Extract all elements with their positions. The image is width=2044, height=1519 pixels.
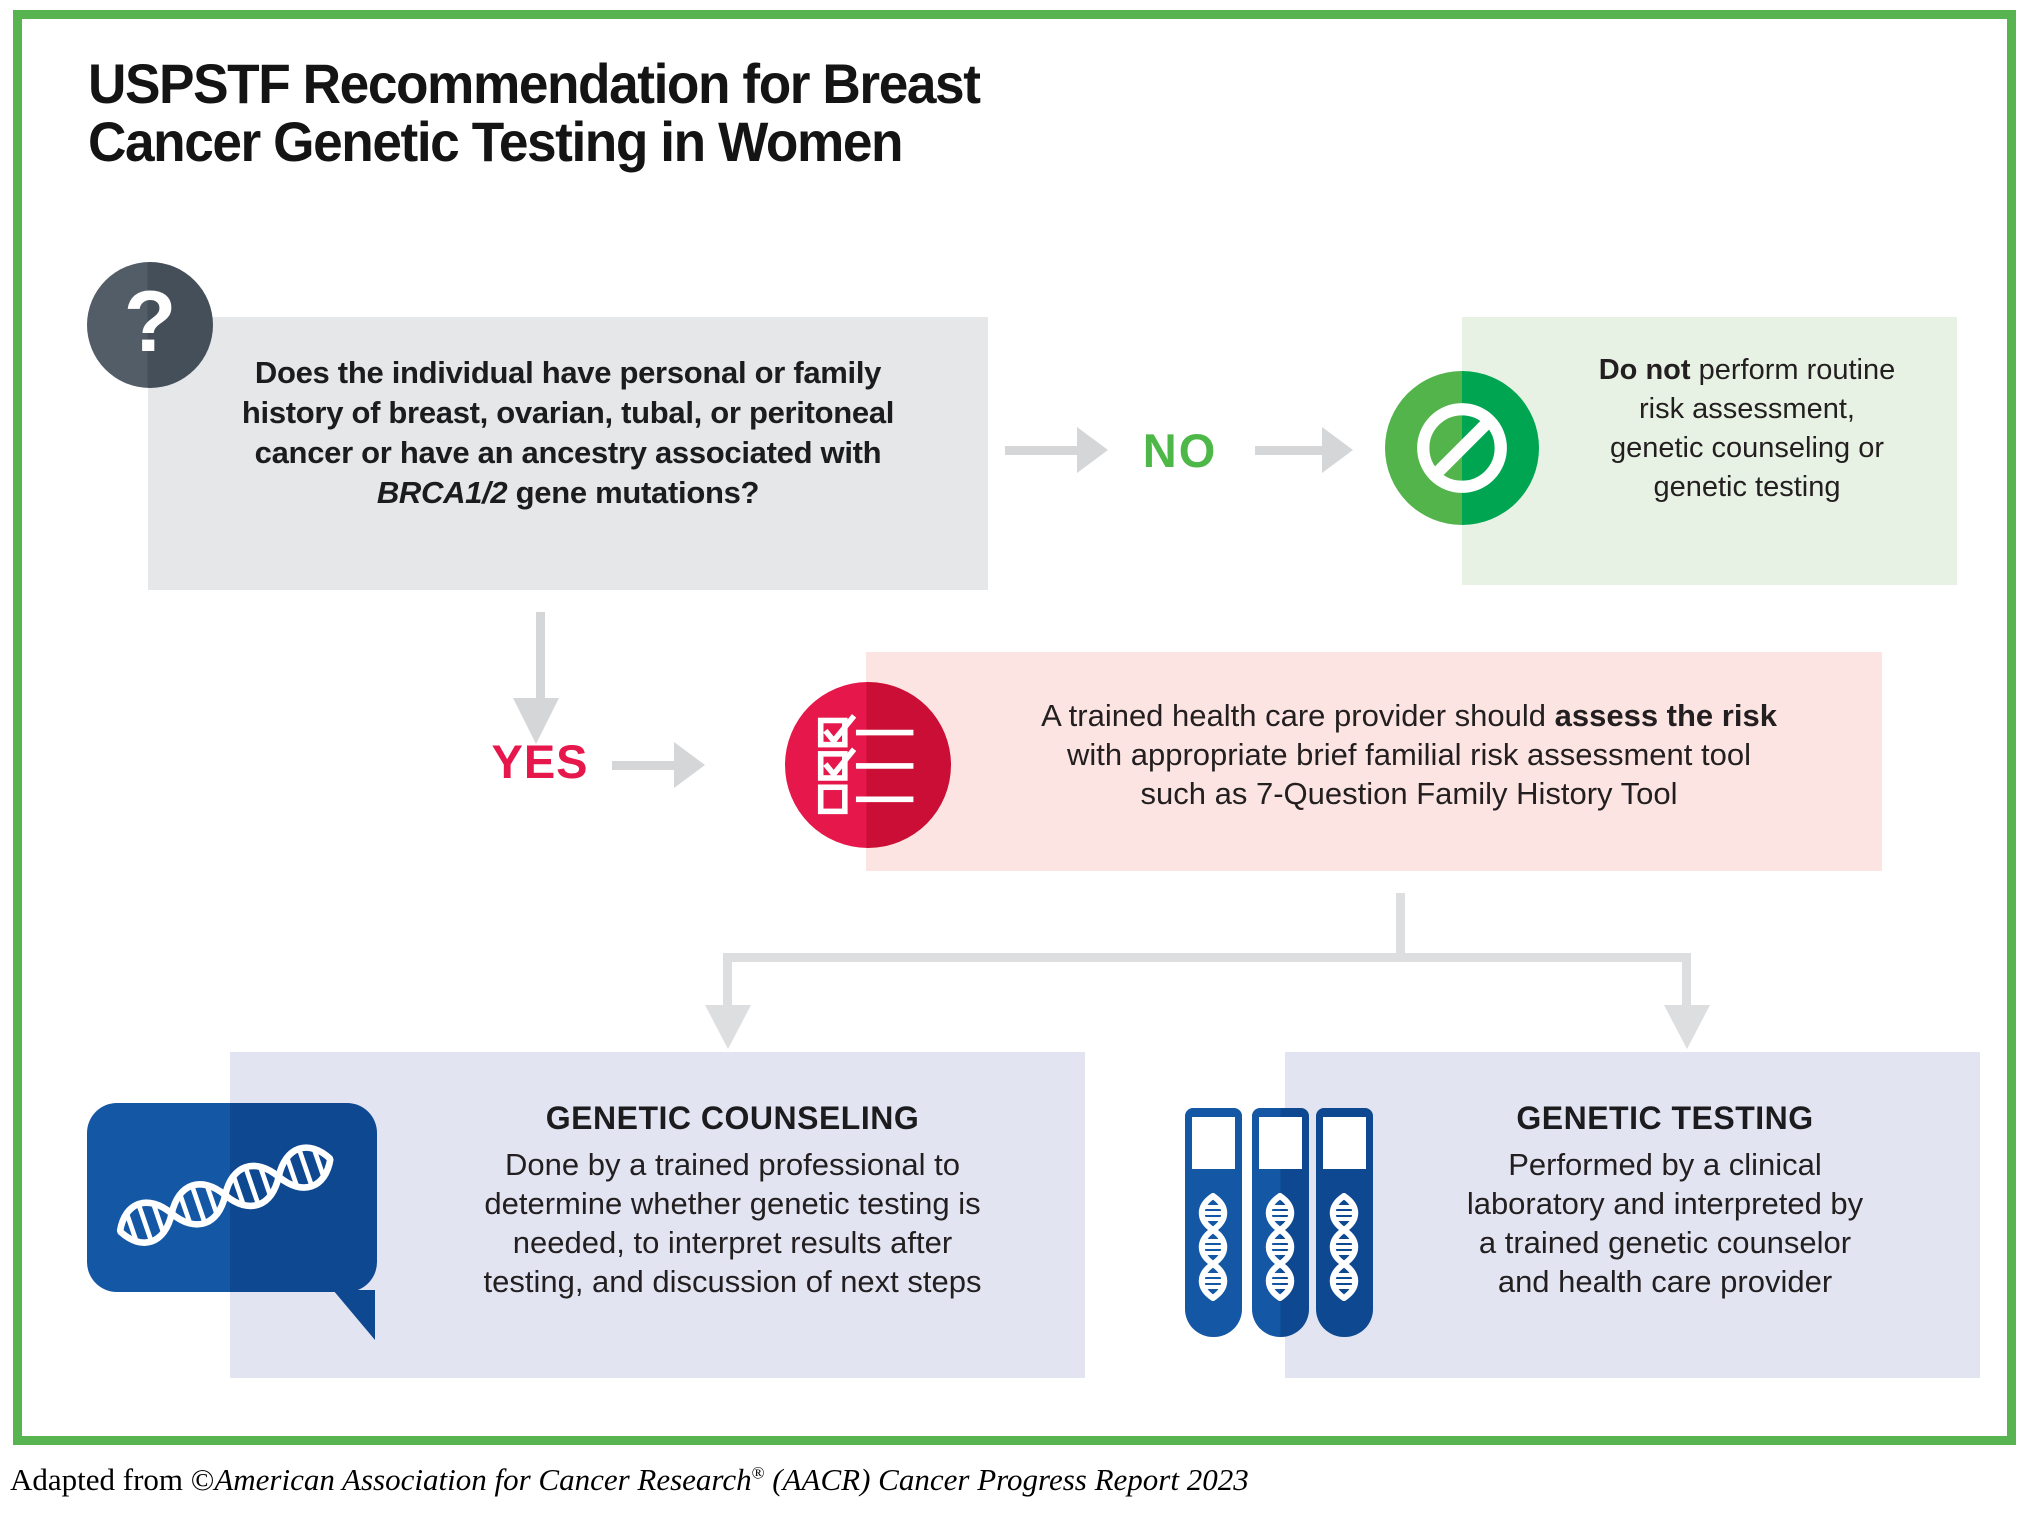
arrow-question-to-yes-head <box>513 698 559 744</box>
body-line: Performed by a clinical <box>1508 1147 1822 1182</box>
title-line-1: USPSTF Recommendation for Breast <box>88 52 981 115</box>
yes-label: YES <box>491 735 589 788</box>
question-box: Does the individual have personal or fam… <box>148 317 988 590</box>
arrow-no-to-result-head <box>1322 427 1353 473</box>
connector-right-drop <box>1682 962 1691 1007</box>
prohibition-glyph <box>1417 403 1507 493</box>
tube-dna-glyph <box>1327 1184 1361 1329</box>
no-result-text: Do not perform routine risk assessment, … <box>1547 351 1947 507</box>
attribution-prefix: Adapted from © <box>10 1462 215 1497</box>
tube-dna-glyph <box>1196 1184 1230 1329</box>
attribution-report: (AACR) Cancer Progress Report 2023 <box>764 1462 1249 1497</box>
connector-left-arrowhead <box>705 1005 751 1049</box>
tube-label <box>1259 1117 1302 1169</box>
connector-horizontal <box>723 953 1691 962</box>
arrow-yes-to-assess <box>612 761 674 770</box>
attribution-org: American Association for Cancer Research <box>214 1462 752 1497</box>
genetic-testing-heading: GENETIC TESTING <box>1516 1100 1814 1136</box>
dna-helix-glyph <box>107 1127 346 1268</box>
genetic-counseling-body: Done by a trained professional to determ… <box>380 1145 1085 1301</box>
connector-left-drop <box>723 962 732 1007</box>
body-line: a trained genetic counselor <box>1478 1225 1852 1260</box>
result-line: genetic testing <box>1653 471 1841 503</box>
checklist-glyph <box>817 714 914 815</box>
connector-stem <box>1396 893 1405 962</box>
question-text: Does the individual have personal or fam… <box>148 353 988 513</box>
do-not-bold: Do not <box>1598 354 1691 386</box>
dna-test-tube-icon <box>1252 1108 1309 1337</box>
result-line: risk assessment, <box>1639 393 1855 425</box>
assessment-line: such as 7-Question Family History Tool <box>1140 776 1678 811</box>
question-line: BRCA1/2 gene mutations? <box>376 475 760 510</box>
dna-test-tube-icon <box>1185 1108 1242 1337</box>
tube-dna-glyph <box>1263 1184 1297 1329</box>
arrow-question-to-no-head <box>1077 427 1108 473</box>
registered-mark: ® <box>751 1463 765 1483</box>
page-title: USPSTF Recommendation for Breast Cancer … <box>88 52 981 173</box>
connector-right-arrowhead <box>1664 1005 1710 1049</box>
assessment-box: A trained health care provider should as… <box>866 652 1882 871</box>
genetic-testing-body: Performed by a clinical laboratory and i… <box>1360 1145 1970 1301</box>
arrow-no-to-result <box>1255 446 1322 455</box>
no-symbol-icon <box>1385 371 1539 525</box>
arrow-question-to-yes <box>536 612 545 700</box>
question-line: history of breast, ovarian, tubal, or pe… <box>241 395 895 430</box>
result-line: Do not perform routine <box>1598 354 1896 386</box>
body-line: laboratory and interpreted by <box>1466 1186 1864 1221</box>
body-line: and health care provider <box>1497 1264 1833 1299</box>
tube-label <box>1192 1117 1235 1169</box>
assessment-text: A trained health care provider should as… <box>946 696 1872 813</box>
genetic-testing-box: GENETIC TESTING Performed by a clinical … <box>1285 1052 1980 1378</box>
question-mark-icon: ? <box>87 262 213 388</box>
attribution-text: Adapted from ©American Association for C… <box>10 1462 1249 1498</box>
question-line: cancer or have an ancestry associated wi… <box>254 435 882 470</box>
arrow-question-to-no <box>1005 446 1077 455</box>
assess-risk-bold: assess the risk <box>1554 698 1777 733</box>
question-line: Does the individual have personal or fam… <box>254 355 882 390</box>
dna-test-tube-icon <box>1316 1108 1373 1337</box>
arrow-yes-to-assess-head <box>674 742 705 788</box>
question-glyph: ? <box>123 274 177 370</box>
green-border-frame <box>13 10 2016 1445</box>
genetic-counseling-heading: GENETIC COUNSELING <box>545 1100 920 1136</box>
assessment-line: A trained health care provider should as… <box>1041 698 1777 733</box>
assessment-line: with appropriate brief familial risk ass… <box>1067 737 1751 772</box>
gene-name: BRCA1/2 <box>376 475 508 510</box>
title-line-2: Cancer Genetic Testing in Women <box>88 110 904 173</box>
tube-label <box>1323 1117 1366 1169</box>
result-line: genetic counseling or <box>1609 432 1885 464</box>
body-line: testing, and discussion of next steps <box>483 1264 982 1299</box>
body-line: needed, to interpret results after <box>512 1225 953 1260</box>
checklist-icon <box>785 682 951 848</box>
no-result-box: Do not perform routine risk assessment, … <box>1462 317 1957 585</box>
no-label: NO <box>1142 424 1218 477</box>
body-line: determine whether genetic testing is <box>484 1186 981 1221</box>
body-line: Done by a trained professional to <box>505 1147 960 1182</box>
